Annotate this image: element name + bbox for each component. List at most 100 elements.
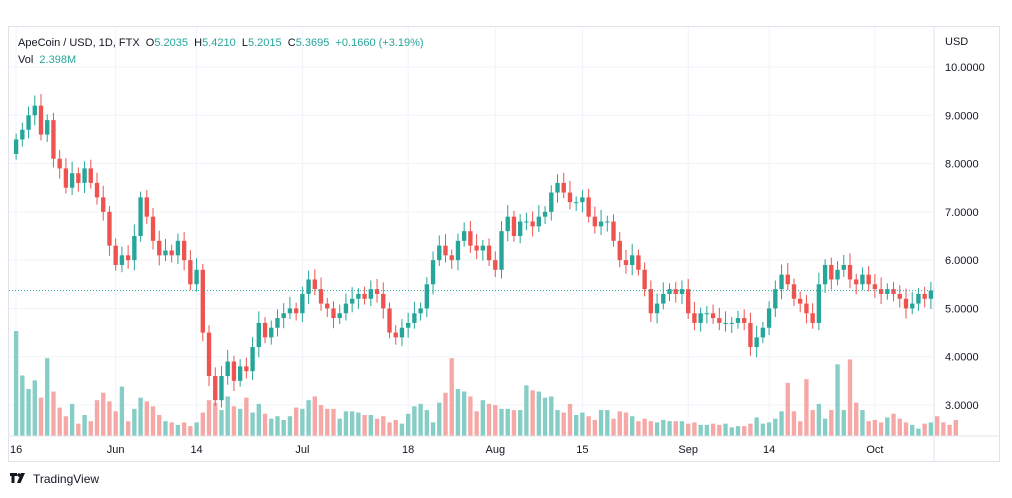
candle-body: [542, 211, 548, 217]
volume-bar: [766, 422, 772, 436]
candle-body: [443, 245, 448, 256]
volume-bar: [219, 410, 224, 436]
candle-body: [418, 308, 423, 314]
volume-bar: [461, 391, 467, 436]
candle-body: [262, 322, 268, 338]
volume-bar: [424, 410, 430, 436]
candle-body: [561, 182, 566, 193]
candle-body: [449, 255, 454, 261]
candle-body: [903, 298, 909, 309]
candle-body: [231, 361, 237, 381]
brand-name[interactable]: TradingView: [33, 472, 100, 486]
candle-body: [673, 289, 678, 294]
volume-bar: [57, 407, 62, 436]
volume-bar: [169, 422, 174, 436]
candle-body: [549, 192, 554, 212]
candle-body: [654, 303, 660, 314]
candle-body: [766, 308, 772, 328]
candle-body: [617, 240, 622, 261]
candle-body: [318, 289, 324, 304]
volume-bar: [742, 426, 747, 436]
candle-body: [928, 290, 934, 299]
candle-body: [76, 173, 81, 183]
volume-bar: [437, 402, 442, 436]
candle-body: [144, 197, 149, 217]
volume-bar: [804, 379, 809, 436]
volume-bar: [860, 410, 865, 436]
volume-bar: [798, 421, 803, 436]
candle-body: [362, 293, 367, 299]
candle-body: [474, 245, 479, 251]
candle-body: [157, 240, 162, 256]
candle-body: [206, 332, 212, 377]
volume-bar: [480, 400, 486, 436]
price-tick-label: 5.0000: [945, 303, 979, 315]
candle-body: [181, 240, 187, 261]
volume-bar: [667, 421, 672, 436]
volume-bar: [947, 424, 952, 436]
candle-body: [636, 255, 641, 270]
candle-body: [175, 240, 181, 256]
volume-bar: [717, 424, 722, 436]
time-tick-label: Jul: [295, 444, 309, 456]
volume-bar: [891, 413, 896, 436]
volume-bar: [567, 403, 573, 436]
volume-bar: [530, 390, 535, 436]
candle-body: [132, 236, 137, 261]
volume-bar: [499, 408, 504, 436]
volume-bar: [617, 411, 622, 436]
volume-bar: [343, 411, 349, 436]
candle-body: [661, 293, 666, 304]
candle-body: [387, 308, 392, 333]
change-value: +0.1660 (+3.19%): [335, 37, 424, 49]
candle-body: [916, 293, 921, 304]
candle-body: [281, 313, 286, 319]
time-tick-label: 18: [402, 444, 414, 456]
candle-body: [760, 327, 766, 338]
volume-line: Vol 2.398M: [18, 52, 424, 69]
volume-bar: [474, 411, 479, 436]
volume-bar: [312, 396, 317, 436]
candle-body: [381, 293, 386, 309]
candle-body: [574, 202, 579, 204]
currency-label: USD: [945, 36, 968, 48]
candle-body: [269, 327, 274, 338]
volume-bar: [213, 402, 218, 436]
candle-body: [773, 289, 778, 309]
time-tick-label: 15: [576, 444, 588, 456]
volume-bar: [916, 428, 921, 436]
candle-body: [237, 366, 243, 381]
candle-body: [63, 168, 69, 188]
candle-body: [847, 264, 853, 280]
volume-bar: [592, 419, 598, 436]
volume-bar: [536, 391, 542, 436]
candle-body: [748, 322, 753, 348]
volume-bar: [810, 410, 815, 436]
candle-body: [57, 158, 62, 169]
volume-bar: [847, 359, 853, 436]
volume-bar: [399, 423, 405, 436]
time-tick-label: Jun: [107, 444, 125, 456]
candle-body: [723, 322, 728, 324]
volume-bar: [337, 418, 342, 436]
volume-bar: [20, 375, 25, 436]
volume-bar: [101, 392, 106, 436]
volume-bar: [225, 396, 230, 436]
volume-bar: [331, 408, 336, 436]
candle-body: [88, 168, 93, 183]
price-tick-label: 10.0000: [945, 62, 985, 74]
candle-body: [710, 313, 716, 319]
candle-body: [822, 264, 828, 285]
candle-body: [399, 327, 405, 338]
volume-bar: [729, 427, 734, 436]
candle-body: [331, 308, 336, 319]
volume-bar: [692, 422, 697, 436]
volume-bar: [885, 417, 890, 436]
volume-bar: [256, 403, 261, 436]
candle-body: [897, 293, 902, 299]
volume-bar: [542, 397, 548, 436]
candle-body: [219, 376, 224, 401]
candle-body: [922, 293, 927, 299]
candle-body: [119, 255, 125, 265]
